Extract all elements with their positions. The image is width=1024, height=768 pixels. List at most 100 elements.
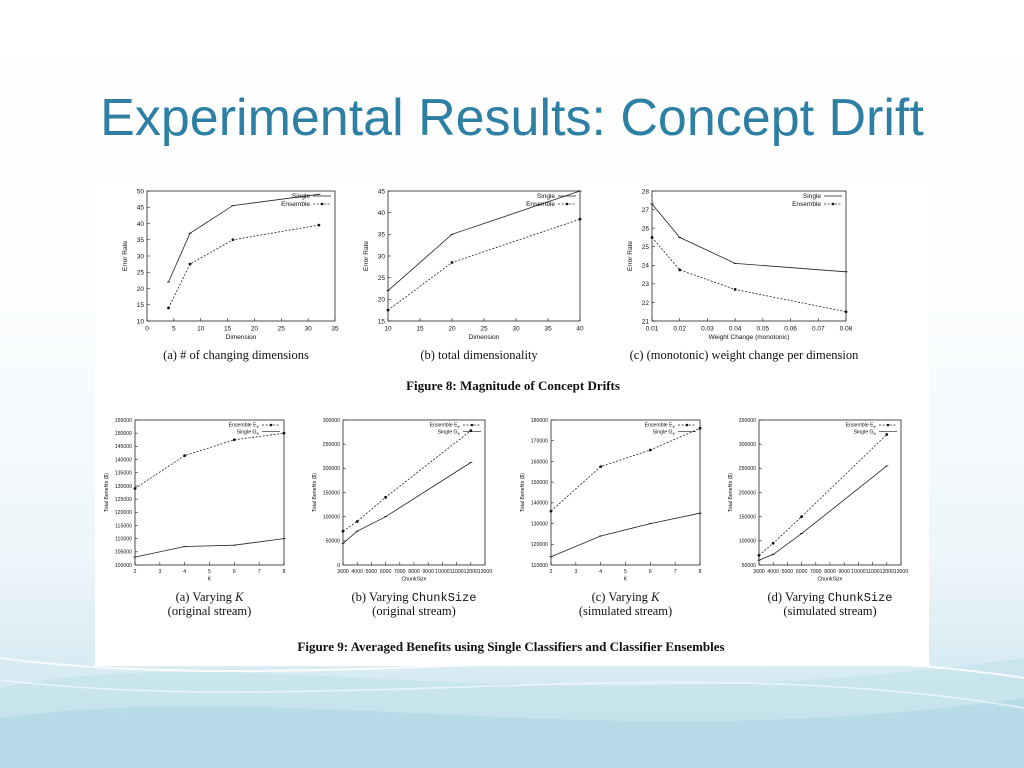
x-tick-label: 10000 xyxy=(851,569,866,575)
x-tick-label: 15 xyxy=(224,326,232,333)
plot-frame xyxy=(651,190,847,322)
x-tick-label: 0 xyxy=(145,326,149,333)
y-tick-label: 40 xyxy=(378,210,386,217)
legend-label: Ensemble EK xyxy=(846,423,877,430)
data-point xyxy=(599,465,603,469)
data-point xyxy=(578,217,582,221)
chart-f8c: 0.01 0.02 0.03 0.04 0.05 0.06 0.07 0.08 21 22 23 24… xyxy=(627,188,859,362)
data-point xyxy=(384,495,387,499)
y-tick-label: 50000 xyxy=(326,539,341,545)
y-tick-label: 150000 xyxy=(739,515,756,521)
y-tick-label: 135000 xyxy=(115,471,132,477)
x-tick-label: 5000 xyxy=(366,569,378,575)
data-point xyxy=(232,438,236,442)
data-point xyxy=(678,268,682,272)
y-tick-label: 20 xyxy=(137,286,145,293)
x-tick-label: 4000 xyxy=(767,569,779,575)
y-tick-label: 155000 xyxy=(115,418,132,424)
x-tick-label: 10 xyxy=(384,326,392,333)
x-tick-label: 0.01 xyxy=(646,326,659,333)
x-axis-label: K xyxy=(624,576,628,582)
figure9-caption: Figure 9: Averaged Benefits using Single… xyxy=(297,639,724,654)
y-tick-label: 250000 xyxy=(323,442,340,448)
y-tick-label: 300000 xyxy=(739,442,756,448)
legend-label: Ensemble EK xyxy=(229,423,260,430)
data-point xyxy=(133,487,137,490)
y-tick-label: 25 xyxy=(137,270,145,277)
y-tick-label: 15 xyxy=(137,302,145,309)
y-tick-label: 150000 xyxy=(115,431,132,437)
y-tick-label: 35 xyxy=(378,232,386,239)
chart-f9a: 2 3 4 5 6 7 8 100000 105000 110000 115000 120000 125… xyxy=(104,418,286,618)
y-tick-label: 100000 xyxy=(739,539,756,545)
x-tick-label: 7000 xyxy=(810,569,822,575)
x-axis-label: ChunkSize xyxy=(401,576,426,582)
x-tick-label: 2 xyxy=(134,569,137,575)
series-line-1 xyxy=(550,512,701,558)
series-line-1 xyxy=(168,224,319,309)
series-line-1 xyxy=(134,538,285,558)
x-tick-label: 35 xyxy=(331,326,339,333)
y-tick-label: 100000 xyxy=(115,563,132,569)
x-tick-label: 8 xyxy=(283,569,286,575)
chart-f9d: 3000 4000 5000 6000 7000 8000 9000 10000 11000 12… xyxy=(728,418,908,618)
y-axis-label: Error Rate xyxy=(122,241,129,271)
data-point xyxy=(771,541,775,545)
chart-f9b: 3000 4000 5000 6000 7000 8000 9000 10000 11000 12… xyxy=(312,418,492,618)
data-point xyxy=(450,261,454,264)
x-tick-label: 3000 xyxy=(753,569,765,575)
y-tick-label: 27 xyxy=(642,207,650,214)
x-tick-label: 25 xyxy=(278,326,286,333)
x-tick-label: 9000 xyxy=(422,569,434,575)
y-tick-label: 140000 xyxy=(115,457,132,463)
subfigure-caption: (a) Varying K xyxy=(176,590,244,604)
data-point xyxy=(885,433,889,436)
legend-label: Single GK xyxy=(854,429,877,436)
legend-marker xyxy=(685,423,689,427)
y-tick-label: 150000 xyxy=(531,480,548,486)
x-tick-label: 10 xyxy=(197,326,205,333)
series-line-0 xyxy=(758,434,888,556)
subfigure-caption: (d) Varying ChunkSize xyxy=(768,590,893,605)
subfigure-caption: (c) (monotonic) weight change per dimens… xyxy=(630,348,859,362)
x-tick-label: 0.07 xyxy=(812,326,825,333)
figure8-caption: Figure 8: Magnitude of Concept Drifts xyxy=(406,378,620,393)
chart-f8a: 0 5 10 15 20 25 30 35 10 15 20 25 30 35 40 45 50 Dimensio… xyxy=(122,188,339,362)
legend-label: Single xyxy=(537,193,555,200)
x-tick-label: 0.08 xyxy=(840,326,853,333)
y-tick-label: 10 xyxy=(137,318,145,325)
data-point xyxy=(800,515,803,519)
slide-title: Experimental Results: Concept Drift xyxy=(100,89,924,147)
plot-frame xyxy=(387,190,581,322)
x-tick-label: 6 xyxy=(649,569,652,575)
series-line-0 xyxy=(651,203,847,273)
background-wave xyxy=(0,657,1024,768)
x-tick-label: 11000 xyxy=(450,569,464,575)
data-point xyxy=(733,288,737,291)
data-point xyxy=(698,426,702,430)
x-tick-label: 0.03 xyxy=(701,326,714,333)
data-point xyxy=(757,553,761,557)
data-point xyxy=(355,520,359,523)
y-tick-label: 23 xyxy=(642,281,650,288)
x-tick-label: 2 xyxy=(550,569,553,575)
x-tick-label: 6 xyxy=(233,569,236,575)
legend-label: Single GK xyxy=(653,429,676,436)
legend-label: Ensemble xyxy=(281,201,310,208)
y-axis-label: Total Benefits ($) xyxy=(520,473,526,512)
x-tick-label: 6000 xyxy=(796,569,808,575)
legend-marker xyxy=(320,202,324,206)
chart-f8b: 10 15 20 25 30 35 4015202530354045DimensionErr… xyxy=(363,188,584,362)
x-tick-label: 0.04 xyxy=(729,326,742,333)
data-point xyxy=(386,308,390,312)
x-tick-label: 5 xyxy=(172,326,176,333)
y-axis-label: Total Benefits ($) xyxy=(104,473,110,512)
legend-label: Single GK xyxy=(237,429,260,436)
y-tick-label: 140000 xyxy=(531,501,548,507)
x-tick-label: 8 xyxy=(699,569,702,575)
x-axis-label: Dimension xyxy=(469,334,500,341)
x-tick-label: 15 xyxy=(416,326,424,333)
legend-label: Ensemble EK xyxy=(645,423,676,430)
x-tick-label: 0.05 xyxy=(757,326,770,333)
x-tick-label: 10000 xyxy=(435,569,450,575)
